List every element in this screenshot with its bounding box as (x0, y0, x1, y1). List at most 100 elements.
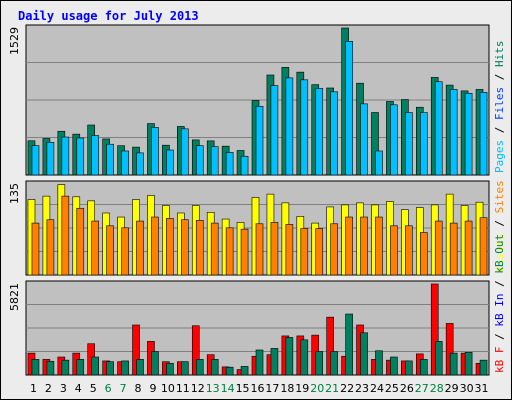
x-tick-label: 24 (370, 382, 384, 395)
y-max-label: 1529 (8, 27, 21, 55)
legend-separator: / (493, 274, 506, 294)
bar (106, 143, 114, 176)
series-hits (27, 27, 484, 176)
series-pages (31, 41, 488, 176)
legend-separator: / (493, 120, 506, 140)
bar (345, 313, 353, 376)
bar (106, 225, 114, 276)
bar (61, 195, 70, 276)
legend-separator: / (493, 327, 506, 347)
bar (210, 146, 219, 176)
legend-separator: / (493, 213, 506, 233)
bar (121, 227, 129, 276)
legend: kB F / kB In / kB Out (493, 234, 506, 373)
bar (255, 349, 264, 376)
bar (166, 149, 174, 176)
legend-item: Files (493, 87, 506, 120)
bar (300, 228, 309, 276)
bar (240, 228, 249, 276)
bar (91, 135, 100, 176)
bar (255, 105, 264, 176)
bar (166, 362, 174, 376)
x-tick-label: 11 (176, 382, 190, 395)
bar (345, 216, 353, 276)
bar (181, 361, 189, 376)
x-tick-label: 27 (415, 382, 429, 395)
bar (300, 79, 309, 176)
x-tick-label: 26 (400, 382, 414, 395)
bar (479, 92, 488, 176)
bar (255, 223, 264, 276)
bar (326, 316, 334, 376)
x-tick-label: 2 (45, 382, 52, 395)
bar (419, 112, 428, 176)
bar (225, 227, 234, 276)
bar (434, 220, 443, 276)
bar (330, 223, 338, 276)
x-tick-label: 10 (161, 382, 175, 395)
bar (46, 142, 55, 176)
legend-item: Hits (493, 41, 506, 68)
x-tick-label: 21 (325, 382, 339, 395)
bar (405, 225, 413, 276)
x-tick-label: 8 (135, 382, 142, 395)
bar (315, 228, 324, 276)
bar (91, 356, 100, 376)
bar (449, 222, 458, 276)
bar (31, 145, 40, 176)
legend-separator: / (493, 67, 506, 87)
series-kb-f (27, 283, 484, 376)
x-tick-label: 31 (475, 382, 489, 395)
panel-kb-f-in-out: 5821 kB F / kB In / kB Out (8, 234, 506, 376)
series-kb-out (31, 313, 488, 376)
bar (225, 152, 234, 176)
bar (285, 77, 294, 176)
series-sites (31, 195, 488, 276)
bar (464, 92, 473, 176)
bar (31, 359, 40, 376)
x-axis-ticks: 1 2 3 4 5 6 7 8 9 10 11 12 13 14 15 16 17 18 19 20 21 22 23 24 2… (30, 382, 489, 395)
bar (464, 352, 473, 376)
x-tick-label: 14 (221, 382, 235, 395)
bar (449, 89, 458, 176)
x-tick-label: 29 (445, 382, 459, 395)
x-tick-label: 1 (30, 382, 37, 395)
bar (76, 207, 85, 276)
bar (151, 216, 159, 276)
bar (166, 218, 174, 276)
bar (375, 150, 383, 176)
bar (46, 219, 55, 276)
chart-panels: 1529 Pages / Files / Hits 135 Visits / Site… (8, 24, 506, 376)
bar (136, 220, 144, 276)
legend-item: Visits (493, 233, 506, 273)
bar (61, 136, 70, 176)
y-max-label: 135 (8, 183, 21, 204)
panel-pages-files-hits: 1529 Pages / Files / Hits (8, 24, 506, 176)
bar (151, 127, 159, 176)
bar (419, 232, 428, 276)
x-tick-label: 19 (295, 382, 309, 395)
x-tick-label: 30 (460, 382, 474, 395)
bar (121, 360, 129, 376)
bar (195, 220, 204, 276)
x-tick-label: 13 (206, 382, 220, 395)
bar (434, 81, 443, 176)
series-visits (27, 184, 484, 276)
x-tick-label: 20 (310, 382, 324, 395)
legend-item: Sites (493, 180, 506, 213)
legend-item: kB F (493, 347, 506, 374)
x-tick-label: 22 (340, 382, 354, 395)
bar (270, 222, 279, 276)
bar (445, 323, 454, 376)
bar (360, 216, 368, 276)
y-max-label: 5821 (8, 283, 21, 311)
bar (371, 112, 379, 176)
bar (300, 339, 309, 376)
bar (240, 366, 249, 376)
x-tick-label: 4 (75, 382, 82, 395)
panel-visits-sites: 135 Visits / Sites (8, 180, 506, 276)
legend: Pages / Files / Hits (493, 41, 506, 174)
bar (195, 359, 204, 376)
x-tick-label: 18 (280, 382, 294, 395)
